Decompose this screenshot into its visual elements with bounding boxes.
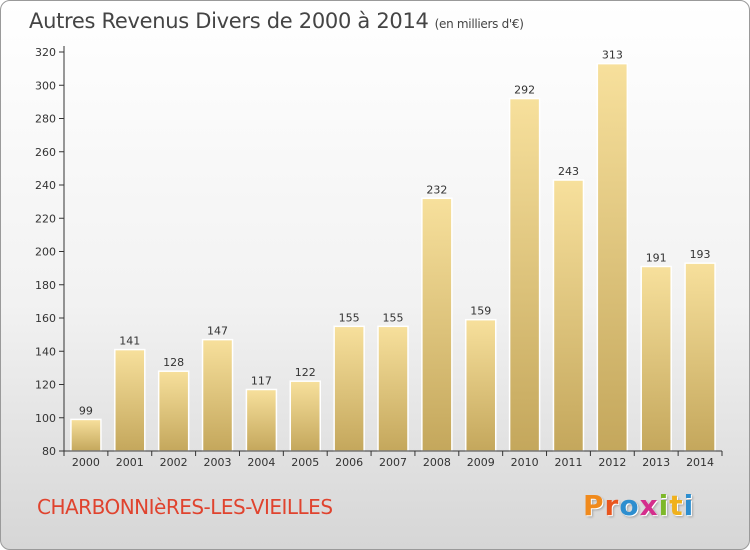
bar [508,97,541,452]
bar [114,348,146,452]
logo-letter: t [669,489,684,522]
y-tick-label: 200 [35,246,56,259]
y-tick-label: 100 [35,412,56,425]
y-tick-label: 140 [35,345,56,358]
y-tick-label: 300 [35,79,56,92]
bar [333,325,365,452]
bar-value-label: 99 [79,404,93,417]
logo-letter: i [658,489,670,522]
x-tick-label: 2001 [116,456,144,469]
y-tick-label: 80 [42,445,56,458]
x-tick-label: 2004 [247,456,275,469]
x-tick-label: 2009 [467,456,495,469]
y-tick-label: 220 [35,212,56,225]
proxiti-logo: Proxiti [583,489,694,522]
bar-value-label: 313 [602,49,623,62]
logo-letter: r [604,489,620,522]
x-axis: 2000 2001 2002 2003 2004 2005 2006 2007 2008 2009… [63,450,723,469]
bar [377,325,409,452]
x-tick-label: 2003 [204,456,232,469]
chart-unit: (en milliers d'€) [434,17,524,31]
bar [201,338,234,452]
y-tick-label: 240 [35,179,56,192]
x-tick-label: 2002 [160,456,188,469]
y-tick-label: 120 [35,379,56,392]
x-tick-label: 2010 [511,456,539,469]
bar-value-label: 155 [383,311,404,324]
city-name: CHARBONNIèRES-LES-VIEILLES [37,495,333,519]
logo-letter: P [583,489,605,522]
bar-value-label: 232 [426,183,447,196]
bar-value-label: 159 [470,305,491,318]
bar [684,262,716,452]
bar [245,388,278,452]
y-axis: 80 100 120 140 160 180 200 220 240 260 280 300 320 [35,46,65,458]
bar [70,418,102,452]
x-tick-label: 2011 [554,456,582,469]
bar [464,318,497,452]
chart-title-text: Autres Revenus Divers de 2000 à 2014 [29,9,429,33]
x-tick-label: 2008 [423,456,451,469]
x-tick-label: 2012 [598,456,626,469]
y-tick-label: 260 [35,146,56,159]
bar-value-label: 191 [646,251,667,264]
y-tick-label: 180 [35,279,56,292]
bar-value-label: 292 [514,84,535,97]
x-tick-label: 2013 [642,456,670,469]
logo-letter: o [619,489,640,522]
bar [157,370,190,452]
bar [289,380,322,452]
x-tick-label: 2000 [72,456,100,469]
bar-value-label: 128 [163,356,184,369]
logo-letter: i [683,489,695,522]
bar-value-label: 193 [690,248,711,261]
x-tick-label: 2014 [686,456,714,469]
logo-letter: x [639,489,659,522]
x-tick-label: 2006 [335,456,363,469]
bar-value-label: 141 [119,335,140,348]
bar [640,265,672,452]
bar-value-label: 155 [339,311,360,324]
bar-value-label: 117 [251,374,272,387]
bar-value-label: 147 [207,325,228,338]
x-tick-label: 2007 [379,456,407,469]
y-tick-label: 280 [35,113,56,126]
bar [552,179,585,452]
y-tick-label: 160 [35,312,56,325]
bar-value-label: 243 [558,165,579,178]
x-tick-label: 2005 [291,456,319,469]
y-tick-label: 320 [35,46,56,59]
bars: 99 141 128 147 117 122 155 155 232 159 292 243 313 19… [70,49,716,452]
chart-title: Autres Revenus Divers de 2000 à 2014 (en … [29,9,524,33]
bar [421,197,453,452]
bar-value-label: 122 [295,366,316,379]
bar [596,62,629,452]
